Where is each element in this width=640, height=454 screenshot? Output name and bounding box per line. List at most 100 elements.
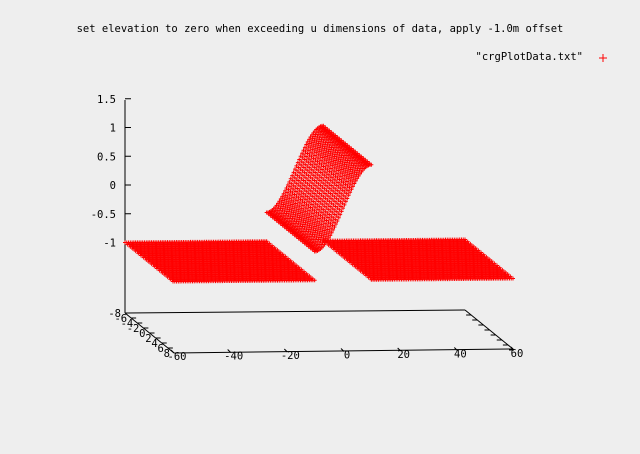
x-tick-mark <box>397 347 402 352</box>
data-point-ramp <box>311 199 316 204</box>
data-point-ramp <box>293 171 298 176</box>
data-point-right-plane <box>468 241 473 246</box>
data-point-ramp <box>334 156 339 161</box>
data-point-ramp <box>340 171 345 176</box>
data-point-ramp <box>320 144 325 149</box>
data-point-ramp <box>299 176 304 181</box>
data-point-ramp <box>320 155 325 160</box>
data-point-left-plane <box>286 256 290 261</box>
data-point-ramp <box>336 180 341 185</box>
z-tick-label: 0.5 <box>97 151 116 163</box>
data-point-ramp <box>367 161 372 166</box>
data-point-ramp <box>332 225 337 230</box>
data-point-right-plane <box>505 272 510 277</box>
data-point-ramp <box>331 215 336 220</box>
data-point-ramp <box>331 227 336 232</box>
data-point-ramp <box>325 127 330 131</box>
data-point-ramp <box>303 180 308 185</box>
data-point-ramp <box>315 214 320 219</box>
data-point-left-plane <box>307 273 312 278</box>
data-point-ramp <box>331 189 336 194</box>
data-point-ramp <box>314 150 319 155</box>
data-point-ramp <box>365 159 370 164</box>
data-point-ramp <box>302 152 307 157</box>
data-point-ramp <box>305 206 310 211</box>
data-point-ramp <box>332 177 337 182</box>
data-point-ramp <box>320 167 325 172</box>
data-point-ramp <box>307 208 312 213</box>
data-point-left-plane <box>288 258 293 263</box>
data-point-left-plane <box>299 267 304 272</box>
data-point-ramp <box>338 212 343 217</box>
data-point-ramp <box>305 181 310 186</box>
data-point-ramp <box>326 172 331 177</box>
x-tick-label: 60 <box>511 348 524 360</box>
data-point-ramp <box>304 218 309 223</box>
data-point-ramp <box>352 181 357 186</box>
data-point-ramp <box>320 231 325 236</box>
data-point-ramp <box>340 183 345 188</box>
data-point-ramp <box>333 133 338 138</box>
data-point-ramp <box>283 188 288 193</box>
data-point-ramp <box>335 218 340 223</box>
axis-ticks: 1.510.50-0.5-1-60 -40 -20 0 20 40 60-8-6-4-2 0 2… <box>91 94 524 363</box>
data-point-ramp <box>293 197 298 202</box>
data-point-ramp <box>310 159 315 164</box>
data-point-ramp <box>287 192 292 197</box>
data-point-ramp <box>303 167 308 172</box>
data-point-ramp <box>318 229 323 234</box>
data-point-left-plane <box>267 241 272 246</box>
z-tick-label: 0 <box>110 180 116 192</box>
data-point-ramp <box>307 183 312 188</box>
data-point-right-plane <box>489 259 494 264</box>
data-point-ramp <box>291 170 296 175</box>
data-point-ramp <box>341 198 346 203</box>
data-point-right-plane <box>495 263 499 268</box>
data-point-ramp <box>297 175 302 180</box>
data-point-ramp <box>313 201 318 206</box>
data-point-ramp <box>350 179 355 184</box>
data-point-ramp <box>353 178 358 183</box>
x-tick-label: -40 <box>224 351 243 363</box>
data-point-right-plane <box>481 252 486 257</box>
data-point-ramp <box>363 157 368 162</box>
data-point-ramp <box>303 192 308 197</box>
data-point-ramp <box>288 205 293 210</box>
data-point-ramp <box>332 154 337 159</box>
data-point-ramp <box>319 180 324 185</box>
data-point-ramp <box>316 141 321 146</box>
data-point-right-plane <box>487 257 491 261</box>
data-point-ramp <box>350 184 355 189</box>
data-point-ramp <box>284 201 289 206</box>
data-point-ramp <box>285 190 290 195</box>
data-point-ramp <box>335 135 340 140</box>
y-tick-label: -4 <box>121 318 134 330</box>
x-tick-mark <box>453 347 458 351</box>
data-point-left-plane <box>312 278 317 283</box>
data-point-ramp <box>325 223 330 228</box>
data-point-ramp <box>318 153 323 158</box>
data-point-ramp <box>295 160 300 165</box>
data-point-ramp <box>308 134 313 139</box>
data-point-ramp <box>338 182 343 187</box>
data-point-ramp <box>292 208 297 213</box>
data-point-ramp <box>278 196 283 201</box>
data-point-left-plane <box>278 250 282 255</box>
data-point-ramp <box>329 188 334 193</box>
data-point-ramp <box>339 196 344 201</box>
data-point-ramp <box>306 219 311 224</box>
data-point-ramp <box>314 162 319 167</box>
data-point-ramp <box>350 169 355 174</box>
data-point-ramp <box>299 201 304 206</box>
data-point-ramp <box>346 193 351 198</box>
surface-points <box>123 123 515 284</box>
data-point-ramp <box>315 176 320 181</box>
data-point-ramp <box>304 142 309 147</box>
data-point-ramp <box>316 164 321 169</box>
data-point-ramp <box>326 160 331 165</box>
data-point-ramp <box>340 160 345 165</box>
data-point-ramp <box>321 219 326 224</box>
y-tick-label: 8 <box>164 348 170 360</box>
data-point-ramp <box>337 136 342 141</box>
